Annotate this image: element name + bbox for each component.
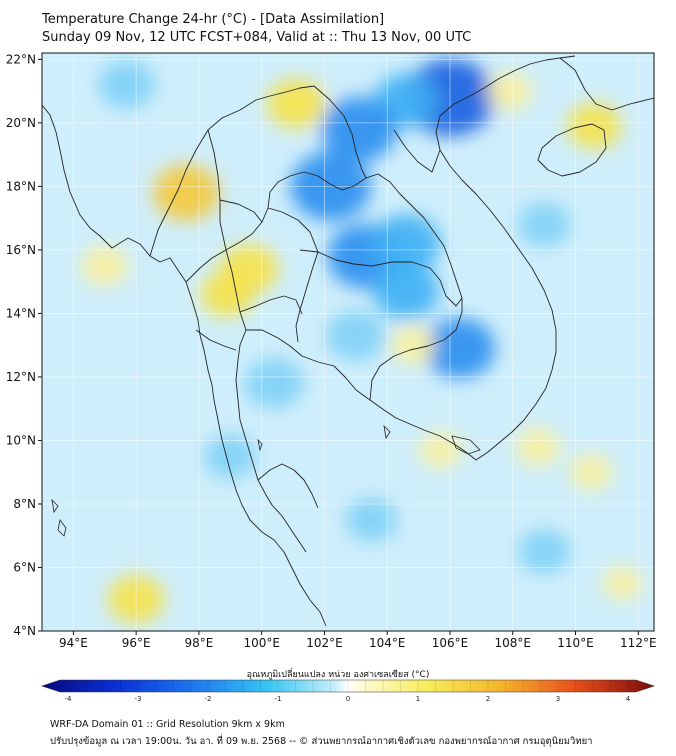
plot-frame — [41, 52, 655, 632]
anomaly-cell — [153, 164, 220, 221]
lat-tick-label: 8°N — [13, 497, 36, 511]
colorbar-tick-label: -2 — [205, 695, 212, 703]
lon-tick-label: 104°E — [369, 636, 406, 650]
lon-tick-label: 106°E — [432, 636, 469, 650]
lon-tick-label: 94°E — [59, 636, 88, 650]
anomaly-cell — [567, 102, 622, 150]
anomaly-cell — [518, 202, 571, 247]
lat-tick-label: 14°N — [6, 306, 36, 320]
temperature-change-map: 22°N 20°N 18°N 16°N 14°N 12°N 10°N 8°N 6°N 4°N 94… — [6, 52, 657, 703]
lat-tick-label: 22°N — [6, 52, 36, 66]
lat-tick-label: 6°N — [13, 560, 36, 574]
anomaly-cell — [518, 529, 571, 574]
anomaly-cell — [602, 566, 643, 601]
latitude-axis: 22°N 20°N 18°N 16°N 14°N 12°N 10°N 8°N 6°N 4°N — [6, 52, 42, 638]
coastlines-borders — [42, 55, 654, 627]
lat-tick-label: 4°N — [13, 624, 36, 638]
lon-tick-label: 96°E — [122, 636, 151, 650]
anomaly-cell — [423, 318, 496, 379]
anomaly-cell — [345, 497, 398, 542]
colorbar-tick-label: 3 — [556, 695, 560, 703]
anomaly-cell — [372, 262, 440, 320]
longitude-axis: 94°E 96°E 98°E 100°E 102°E 104°E 106°E 108°E 110… — [59, 631, 657, 650]
lon-tick-label: 100°E — [243, 636, 280, 650]
lon-tick-label: 108°E — [495, 636, 532, 650]
lon-tick-label: 98°E — [184, 636, 213, 650]
colorbar-tick-label: 4 — [626, 695, 631, 703]
lat-tick-label: 18°N — [6, 179, 36, 193]
lat-tick-label: 20°N — [6, 116, 36, 130]
anomaly-cell — [320, 96, 397, 162]
anomaly-cell — [389, 326, 435, 365]
lat-tick-label: 12°N — [6, 370, 36, 384]
anomaly-cell — [419, 431, 462, 468]
anomaly-cell — [487, 72, 533, 111]
anomaly-cell — [199, 271, 255, 318]
anomaly-cell — [371, 214, 441, 273]
lat-tick-label: 16°N — [6, 243, 36, 257]
colorbar-tick-label: -1 — [275, 695, 282, 703]
anomaly-cell — [204, 434, 257, 479]
anomaly-cell — [98, 60, 156, 109]
lon-tick-label: 110°E — [557, 636, 594, 650]
colorbar-tick-label: -4 — [65, 695, 73, 703]
anomaly-cell — [326, 310, 386, 361]
update-credit: ปรับปรุงข้อมูล ณ เวลา 19:00น. วัน อา. ที… — [50, 736, 593, 747]
lon-tick-label: 112°E — [620, 636, 657, 650]
lon-tick-label: 102°E — [306, 636, 343, 650]
model-info: WRF-DA Domain 01 :: Grid Resolution 9km … — [50, 719, 285, 730]
anomaly-cell — [244, 358, 304, 409]
anomaly-cell — [570, 454, 613, 491]
colorbar-label: อุณหภูมิเปลี่ยนแปลง หน่วย องศาเซลเซียส (… — [246, 670, 430, 680]
anomaly-cell — [266, 78, 326, 129]
colorbar-tick-label: -3 — [135, 695, 142, 703]
chart-title: Temperature Change 24-hr (°C) - [Data As… — [42, 12, 385, 27]
colorbar-ramp — [41, 679, 655, 693]
colorbar-tick-label: 1 — [416, 695, 420, 703]
colorbar-tick-label: 0 — [346, 695, 350, 703]
colorbar: -4 -3 -2 -1 0 1 2 3 4 — [41, 679, 655, 703]
colorbar-tick-label: 2 — [486, 695, 490, 703]
chart-subtitle: Sunday 09 Nov, 12 UTC FCST+084, Valid at… — [42, 30, 472, 45]
anomaly-cell — [515, 427, 561, 466]
anomaly-cell — [81, 245, 129, 286]
lat-tick-label: 10°N — [6, 433, 36, 447]
